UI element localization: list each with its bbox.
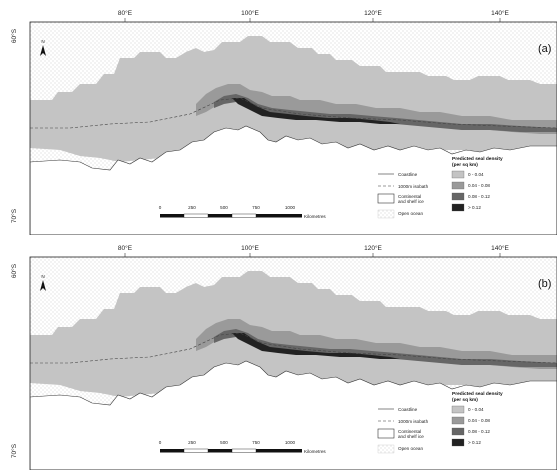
density-class-label: 0 - 0.04 (468, 172, 484, 177)
scale-tick-label: 500 (220, 205, 228, 210)
longitude-label: 140°E (491, 244, 509, 252)
density-class-label: 0.08 - 0.12 (468, 429, 490, 434)
panel-label: (a) (538, 43, 551, 55)
legend-label-coastline: Coastline (398, 407, 418, 412)
isobath-line (30, 332, 557, 364)
density-max-region (232, 98, 400, 124)
map-frame (29, 21, 557, 235)
longitude-ticks (124, 18, 501, 22)
density-legend-title: Predicted seal density (452, 156, 503, 162)
density-legend: Predicted seal density (per sq km) 0 - 0… (451, 156, 503, 212)
scale-tick-label: 1000 (285, 205, 296, 210)
map-panel-a: 80°E 100°E 120°E 140°E 60°S 70°S (10, 9, 557, 235)
density-high-region (214, 94, 557, 132)
longitude-label: 140°E (491, 9, 509, 17)
scale-tick-label: 250 (188, 205, 196, 210)
density-class-label: > 0.12 (468, 440, 481, 445)
scale-tick-label: 500 (220, 440, 228, 445)
svg-text:N: N (41, 39, 44, 44)
longitude-label: 80°E (118, 244, 133, 252)
longitude-label: 120°E (364, 9, 382, 17)
longitude-label: 80°E (118, 9, 133, 17)
scale-tick-label: 750 (252, 205, 260, 210)
scale-tick-label: 0 (159, 205, 162, 210)
scale-tick-label: 0 (159, 440, 162, 445)
longitude-label: 100°E (241, 244, 259, 252)
longitude-label: 120°E (364, 244, 382, 252)
north-arrow-icon: N (40, 39, 46, 56)
density-class-label: 0.04 - 0.08 (468, 418, 490, 423)
scale-unit-label: Kilometres (304, 449, 326, 454)
legend-label-ice: Continental and shelf ice (398, 429, 424, 439)
density-legend-title: (per sq km) (452, 162, 478, 168)
legend-label-isobath: 1000m isobath (398, 419, 429, 424)
density-class-label: 0.04 - 0.08 (468, 183, 490, 188)
density-class-label: 0 - 0.04 (468, 407, 484, 412)
isobath-line (30, 97, 557, 129)
continental-ice-region (30, 125, 557, 235)
legend-label-ocean: Open ocean (398, 446, 423, 451)
legend-label-isobath: 1000m isobath (398, 184, 429, 189)
longitude-label: 100°E (241, 9, 259, 17)
density-legend: Predicted seal density (per sq km) 0 - 0… (451, 391, 503, 447)
density-legend-title: (per sq km) (452, 397, 478, 403)
scale-tick-label: 1000 (285, 440, 296, 445)
svg-text:N: N (41, 274, 44, 279)
density-class-label: 0.08 - 0.12 (468, 194, 490, 199)
map-area: 0 250 500 750 1000 Kilometres Coastline … (30, 22, 557, 235)
scale-bar: 0 250 500 750 1000 Kilometres (159, 205, 327, 219)
legend-label-coastline: Coastline (398, 172, 418, 177)
panel-label: (b) (538, 278, 551, 290)
latitude-label: 60°S (10, 28, 18, 43)
legend-label-ocean: Open ocean (398, 211, 423, 216)
north-arrow-icon: N (40, 274, 46, 291)
density-high-region (214, 329, 557, 367)
density-class-label: > 0.12 (468, 205, 481, 210)
symbology-legend: Coastline 1000m isobath Continental and s… (377, 172, 429, 219)
latitude-label: 60°S (10, 263, 18, 278)
scale-tick-label: 750 (252, 440, 260, 445)
map-frame (29, 256, 557, 470)
legend-label-ice: Continental and shelf ice (398, 194, 424, 204)
longitude-ticks (124, 253, 501, 257)
scale-tick-label: 250 (188, 440, 196, 445)
map-panel-b: 80°E 100°E 120°E 140°E 60°S 70°S (0, 235, 557, 470)
density-max-region (232, 333, 400, 359)
density-mid-region (196, 319, 557, 369)
latitude-label: 70°S (10, 208, 18, 223)
symbology-legend: Coastline 1000m isobath Continental and s… (377, 407, 429, 454)
scale-bar: 0 250 500 750 1000 Kilometres (159, 440, 327, 454)
density-legend-title: Predicted seal density (452, 391, 503, 397)
map-area: 0 250 500 750 1000 Kilometres Coastline … (30, 257, 557, 470)
latitude-label: 70°S (10, 443, 18, 458)
scale-unit-label: Kilometres (304, 214, 326, 219)
density-mid-region (196, 84, 557, 134)
continental-ice-region (30, 360, 557, 470)
